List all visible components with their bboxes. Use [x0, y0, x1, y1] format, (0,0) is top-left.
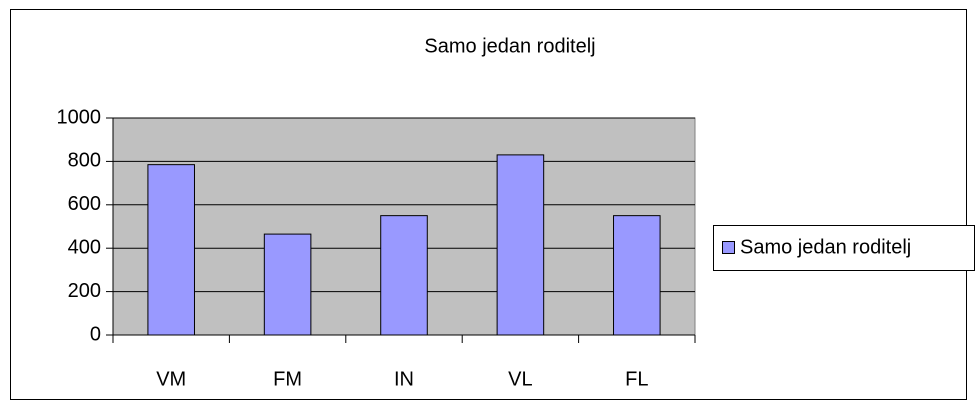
bar: [380, 215, 428, 336]
y-tick-label: 800: [68, 150, 101, 172]
x-tick-label: FM: [273, 368, 302, 390]
bar: [496, 154, 545, 336]
y-tick-label: 0: [90, 323, 101, 345]
x-tick-label: IN: [394, 368, 414, 390]
y-tick-label: 1000: [57, 106, 102, 128]
legend-swatch: [722, 241, 735, 254]
y-tick-label: 400: [68, 236, 101, 258]
y-tick-label: 600: [68, 193, 101, 215]
x-tick-label: FL: [625, 368, 648, 390]
legend-box: [713, 225, 975, 271]
chart-title: Samo jedan roditelj: [424, 35, 595, 57]
x-tick-label: VM: [156, 368, 186, 390]
y-tick-label: 200: [68, 280, 101, 302]
x-tick-label: VL: [508, 368, 532, 390]
bar: [613, 215, 661, 336]
bar: [263, 233, 312, 336]
bar: [147, 164, 195, 336]
legend-label: Samo jedan roditelj: [740, 236, 911, 258]
